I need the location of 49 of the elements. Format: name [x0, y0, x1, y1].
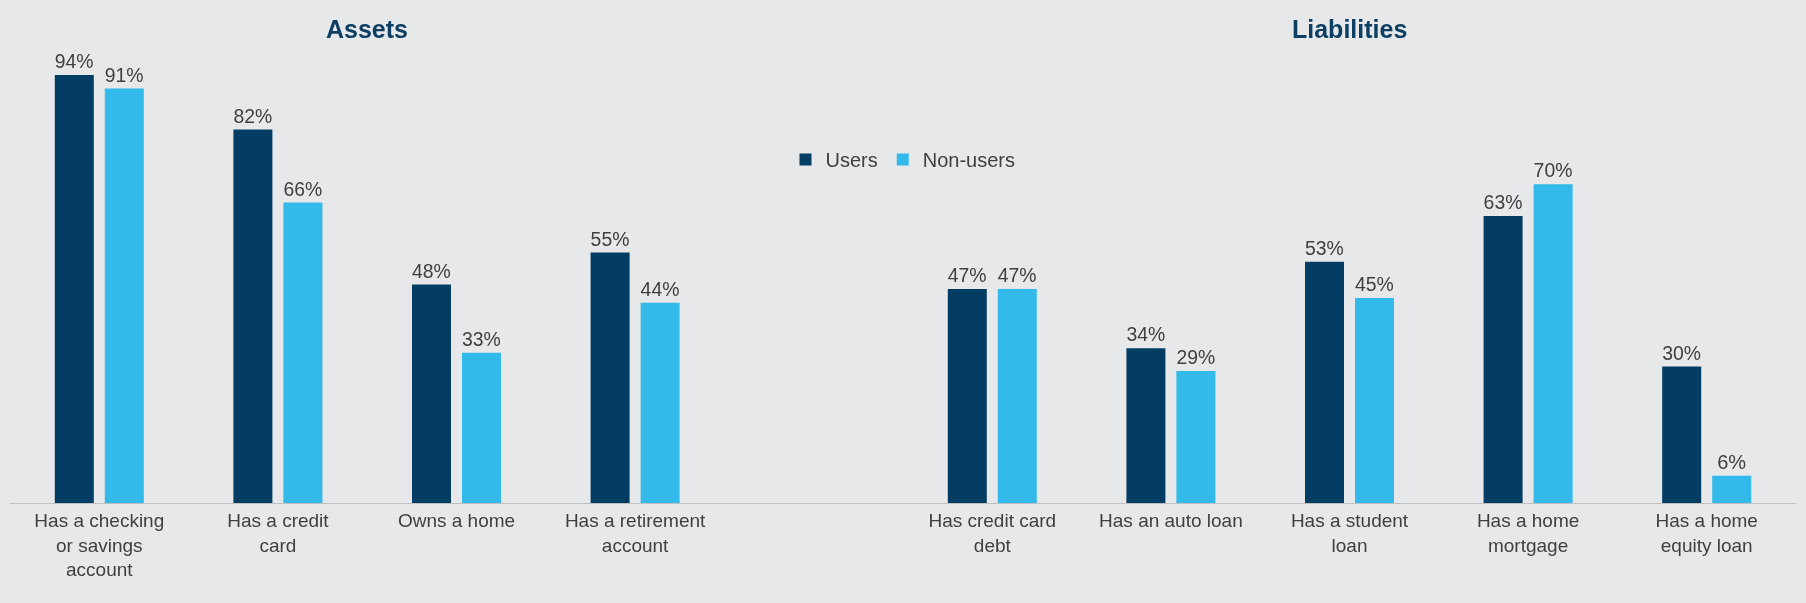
x-tick-label: Has a home mortgage [1476, 509, 1580, 556]
bar [54, 74, 94, 503]
text: Assets [326, 15, 408, 43]
x-tick-label: Has a retirement account [564, 509, 707, 556]
bar [1533, 184, 1573, 503]
bar [590, 252, 630, 503]
bar [462, 352, 502, 503]
legend-label: Users [825, 149, 878, 172]
data-label: 70% [1533, 159, 1573, 182]
data-label: 82% [233, 104, 273, 127]
data-label: 66% [283, 177, 323, 200]
bar [1662, 366, 1702, 503]
data-label: 34% [1126, 323, 1166, 346]
data-label: 30% [1662, 341, 1701, 364]
data-label: 6% [1717, 450, 1747, 473]
x-tick-label: Has a student loan [1290, 509, 1409, 556]
data-label: 91% [104, 63, 144, 86]
data-label: 47% [947, 264, 987, 287]
x-tick-label: Has a home equity loan [1655, 509, 1758, 556]
x-tick-label: Has credit card debt [928, 509, 1057, 556]
data-label: 29% [1176, 346, 1216, 369]
bar [1304, 261, 1344, 503]
bar [411, 284, 451, 503]
data-label: 44% [640, 277, 680, 300]
data-label: 53% [1305, 236, 1344, 259]
bar [947, 288, 987, 503]
bar [1355, 298, 1395, 503]
data-label: 63% [1483, 191, 1523, 214]
x-tick-label: Owns a home [397, 509, 516, 531]
data-label: 47% [997, 264, 1037, 287]
x-tick-label: Has an auto loan [1099, 509, 1243, 531]
data-label: 33% [462, 327, 501, 350]
bar [1126, 348, 1166, 503]
x-tick-label: Has a credit card [227, 509, 330, 556]
bar [1712, 475, 1752, 503]
bar [640, 302, 680, 503]
bar [104, 88, 144, 503]
data-label: 94% [54, 50, 94, 73]
legend-label: Non-users [922, 149, 1015, 172]
data-label: 55% [590, 227, 630, 250]
bar [1176, 370, 1216, 503]
bar [283, 202, 323, 503]
bar [1483, 216, 1523, 503]
text: Liabilities [1292, 15, 1408, 43]
bar [997, 288, 1037, 503]
data-label: 48% [412, 259, 451, 282]
bar [233, 129, 273, 503]
data-label: 45% [1355, 273, 1394, 296]
x-tick-label: Has a checking or savings account [34, 509, 165, 581]
